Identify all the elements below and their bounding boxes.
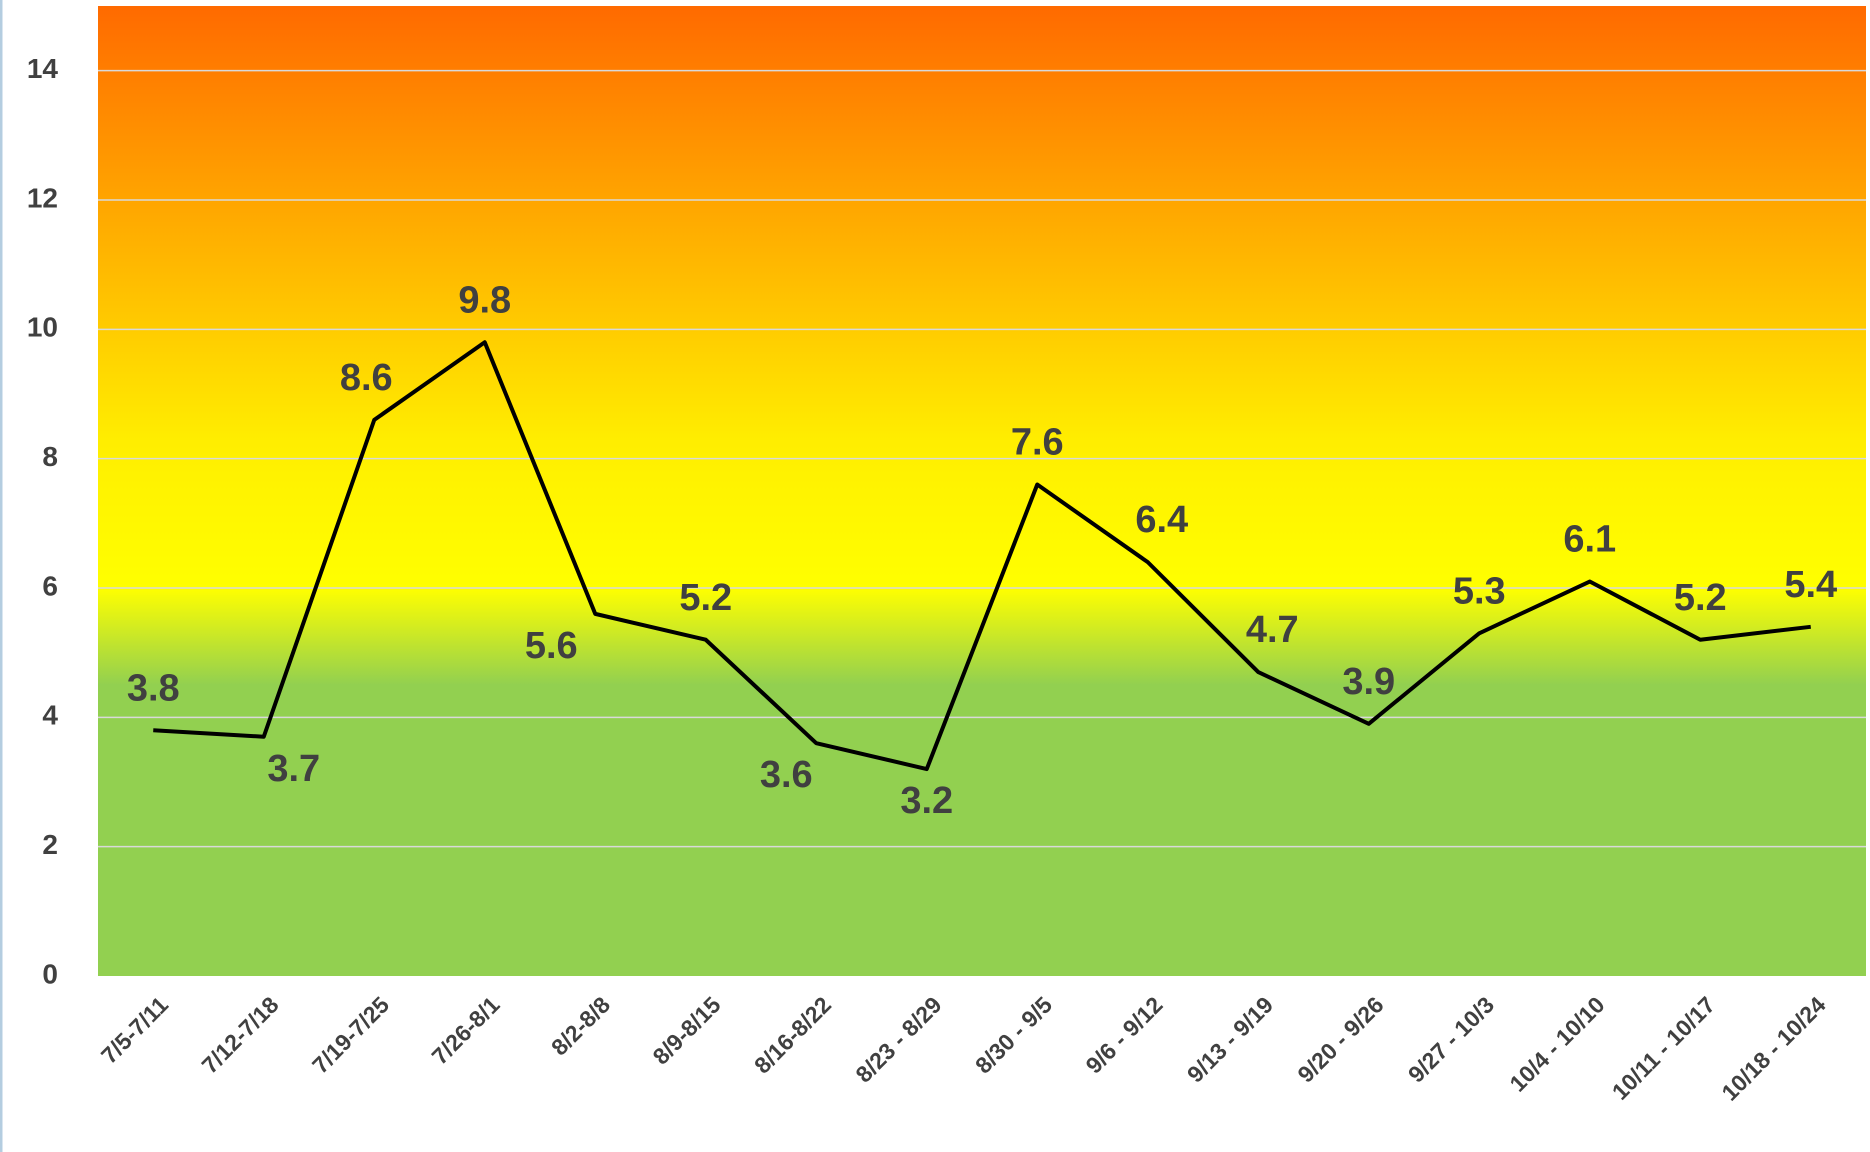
data-label: 3.9 [1342,661,1395,703]
y-tick-label: 10 [27,312,58,343]
data-label: 6.4 [1135,499,1188,541]
y-tick-label: 2 [42,829,58,860]
x-tick-label: 9/27 - 10/3 [1403,991,1499,1087]
x-tick-label: 7/19-7/25 [307,991,394,1078]
data-label: 5.2 [679,577,732,619]
data-label: 5.6 [525,625,578,667]
data-label: 6.1 [1563,519,1616,561]
data-label: 8.6 [340,357,393,399]
data-label: 5.4 [1784,564,1837,606]
data-label: 5.2 [1674,577,1727,619]
x-tick-label: 8/30 - 9/5 [970,991,1057,1078]
y-tick-label: 6 [42,570,58,601]
x-tick-label: 8/23 - 8/29 [850,991,946,1087]
data-label: 5.3 [1453,570,1506,612]
x-tick-label: 10/4 - 10/10 [1504,991,1609,1096]
x-tick-label: 9/20 - 9/26 [1292,991,1388,1087]
data-label: 3.7 [267,748,320,790]
data-label: 3.8 [127,667,180,709]
line [153,340,1811,772]
x-tick-label: 7/5-7/11 [96,991,173,1068]
y-tick-label: 14 [27,53,59,84]
plot-area [98,6,1866,976]
y-tick-label: 12 [27,182,58,213]
x-tick-label: 7/12-7/18 [196,991,283,1078]
y-tick-label: 8 [42,441,58,472]
x-tick-label: 8/2-8/8 [546,991,615,1060]
x-tick-label: 9/13 - 9/19 [1182,991,1278,1087]
x-tick-label: 8/9-8/15 [648,991,726,1069]
y-tick-label: 4 [42,700,58,731]
x-tick-label: 8/16-8/22 [749,991,836,1078]
x-tick-label: 10/18 - 10/24 [1716,991,1830,1105]
data-label: 4.7 [1246,609,1299,651]
data-label: 9.8 [458,279,511,321]
x-tick-label: 10/11 - 10/17 [1607,991,1720,1104]
data-label: 3.6 [760,754,813,796]
data-label: 3.2 [900,780,953,822]
x-tick-label: 9/6 - 9/12 [1080,991,1167,1078]
y-tick-label: 0 [42,958,58,989]
data-label: 7.6 [1011,422,1064,464]
x-tick-label: 7/26-8/1 [427,991,505,1069]
